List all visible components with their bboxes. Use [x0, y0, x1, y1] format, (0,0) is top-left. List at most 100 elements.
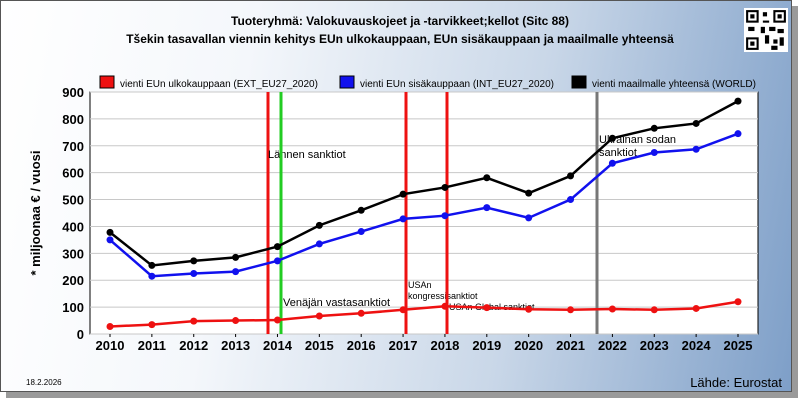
data-point — [608, 305, 616, 313]
annotation-label: USAn — [408, 280, 432, 290]
data-point — [734, 298, 742, 306]
legend-swatch — [571, 75, 587, 89]
series-lines — [106, 97, 742, 330]
data-point — [567, 172, 575, 180]
legend-swatch — [99, 75, 115, 89]
qr-code-icon — [744, 8, 788, 52]
legend-swatch — [339, 75, 355, 89]
series-line — [109, 100, 739, 267]
x-tick-label: 2011 — [138, 338, 166, 353]
data-point — [734, 97, 742, 105]
data-point — [106, 322, 114, 330]
x-tick-label: 2014 — [263, 338, 293, 353]
data-point — [315, 240, 323, 248]
x-tick-label: 2020 — [514, 338, 543, 353]
data-point — [483, 304, 491, 312]
data-point — [525, 214, 533, 222]
data-point — [567, 306, 575, 314]
data-point — [232, 317, 240, 325]
series-line — [109, 300, 739, 328]
chart-title: Tuoteryhmä: Valokuvauskojeet ja -tarvikk… — [231, 14, 569, 28]
x-tick-label: 2010 — [96, 338, 125, 353]
data-point — [232, 253, 240, 261]
data-point — [441, 302, 449, 310]
data-point — [650, 124, 658, 132]
gridlines — [90, 91, 758, 335]
y-tick-label: 200 — [62, 273, 84, 288]
annotation-label: kongressisanktiot — [408, 291, 478, 301]
data-point — [315, 221, 323, 229]
series-line — [109, 132, 739, 278]
annotation-label: sanktiot — [599, 147, 637, 159]
plot-background — [89, 91, 759, 335]
data-point — [399, 190, 407, 198]
data-point — [567, 196, 575, 204]
data-point — [273, 257, 281, 265]
data-point — [357, 228, 365, 236]
data-point — [232, 268, 240, 276]
data-point — [190, 257, 198, 265]
data-point — [106, 236, 114, 244]
data-point — [525, 189, 533, 197]
data-point — [734, 130, 742, 138]
y-tick-label: 100 — [62, 300, 84, 315]
axes: 0 100 200 300 400 500 600 700 800 900 2010 2011 2012… — [28, 85, 752, 353]
data-point — [273, 243, 281, 251]
data-point — [608, 134, 616, 142]
data-point — [650, 149, 658, 156]
chart-subtitle: Tšekin tasavallan viennin kehitys EUn ul… — [126, 32, 674, 46]
data-point — [650, 306, 658, 314]
legend-label: vienti EUn ulkokauppaan (EXT_EU27_2020) — [120, 79, 318, 90]
data-point — [190, 270, 198, 277]
date-label: 18.2.2026 — [26, 378, 62, 387]
x-tick-label: 2022 — [598, 338, 627, 353]
data-point — [441, 183, 449, 191]
y-tick-label: 700 — [62, 139, 84, 154]
x-tick-label: 2013 — [221, 338, 250, 353]
y-tick-label: 400 — [62, 219, 84, 234]
data-point — [483, 204, 491, 212]
data-point — [148, 261, 156, 269]
data-point — [525, 305, 533, 313]
x-tick-label: 2024 — [682, 338, 712, 353]
plot-area — [89, 91, 759, 335]
source-label: Lähde: Eurostat — [690, 375, 782, 390]
data-point — [357, 206, 365, 214]
data-point — [148, 272, 156, 280]
data-point — [106, 228, 114, 236]
annotation-label: Lännen sanktiot — [268, 149, 346, 161]
y-tick-label: 500 — [62, 193, 84, 208]
data-point — [441, 212, 449, 220]
data-point — [692, 145, 700, 153]
data-point — [399, 306, 407, 314]
data-point — [483, 174, 491, 182]
data-point — [190, 317, 198, 325]
legend-label: vienti EUn sisäkauppaan (INT_EU27_2020) — [360, 79, 554, 90]
x-tick-label: 2023 — [640, 338, 669, 353]
data-point — [692, 119, 700, 127]
data-point — [692, 304, 700, 312]
data-point — [315, 312, 323, 320]
y-tick-label: 0 — [77, 327, 84, 342]
chart-legend: vienti EUn ulkokauppaan (EXT_EU27_2020) v… — [99, 75, 756, 90]
data-point — [357, 309, 365, 317]
y-tick-label: 900 — [62, 85, 84, 100]
x-tick-label: 2019 — [472, 338, 501, 353]
annotation-label: Venäjän vastasanktiot — [283, 297, 390, 309]
x-tick-label: 2012 — [179, 338, 208, 353]
x-tick-label: 2025 — [724, 338, 753, 353]
legend-label: vienti maailmalle yhteensä (WORLD) — [592, 79, 756, 90]
x-tick-label: 2017 — [389, 338, 418, 353]
y-axis-label: * miljoonaa € / vuosi — [28, 151, 43, 276]
x-tick-label: 2018 — [430, 338, 459, 353]
data-point — [273, 316, 281, 324]
x-tick-label: 2015 — [305, 338, 334, 353]
y-tick-label: 800 — [62, 112, 84, 127]
data-point — [148, 321, 156, 329]
y-tick-label: 600 — [62, 166, 84, 181]
data-point — [608, 159, 616, 167]
x-tick-label: 2016 — [347, 338, 376, 353]
y-tick-label: 300 — [62, 246, 84, 261]
data-point — [399, 215, 407, 223]
